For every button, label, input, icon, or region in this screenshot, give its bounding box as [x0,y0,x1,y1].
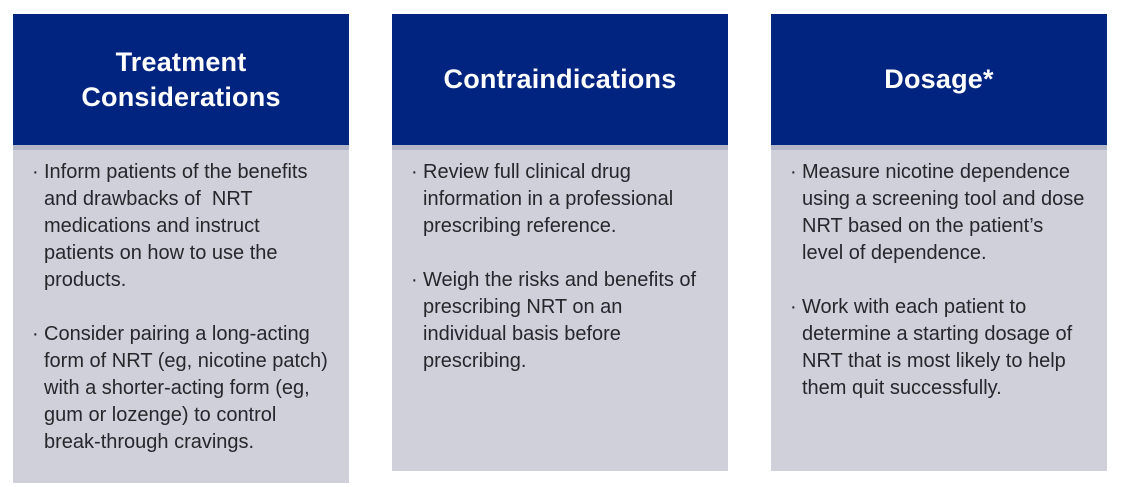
bullet-text: Weigh the risks and benefits of prescrib… [423,269,702,372]
card-treatment-considerations: Treatment Considerations · Inform patien… [13,14,349,483]
list-item: · Work with each patient to determine a … [790,294,1087,402]
card-body: · Measure nicotine dependence using a sc… [771,145,1107,471]
bullet-icon: · [32,161,39,183]
bullet-icon: · [790,161,797,183]
card-title: Treatment Considerations [81,46,281,112]
card-body: · Review full clinical drug information … [392,145,728,471]
card-contraindications: Contraindications · Review full clinical… [392,14,728,471]
card-header: Contraindications [392,14,728,145]
bullet-text: Inform patients of the benefits and draw… [44,161,314,291]
bullet-text: Work with each patient to determine a st… [802,296,1078,399]
card-body: · Inform patients of the benefits and dr… [13,145,349,483]
card-header: Dosage* [771,14,1107,145]
card-dosage: Dosage* · Measure nicotine dependence us… [771,14,1107,471]
card-title: Contraindications [443,64,677,94]
bullet-icon: · [790,296,797,318]
card-title: Dosage* [884,64,994,94]
list-item: · Weigh the risks and benefits of prescr… [411,267,708,375]
list-item: · Measure nicotine dependence using a sc… [790,159,1087,267]
bullet-icon: · [32,323,39,345]
bullet-icon: · [411,269,418,291]
bullet-icon: · [411,161,418,183]
bullet-text: Consider pairing a long-acting form of N… [44,323,334,453]
card-header: Treatment Considerations [13,14,349,145]
bullet-text: Review full clinical drug information in… [423,161,679,237]
list-item: · Inform patients of the benefits and dr… [32,159,329,294]
list-item: · Review full clinical drug information … [411,159,708,240]
bullet-text: Measure nicotine dependence using a scre… [802,161,1090,264]
list-item: · Consider pairing a long-acting form of… [32,321,329,456]
